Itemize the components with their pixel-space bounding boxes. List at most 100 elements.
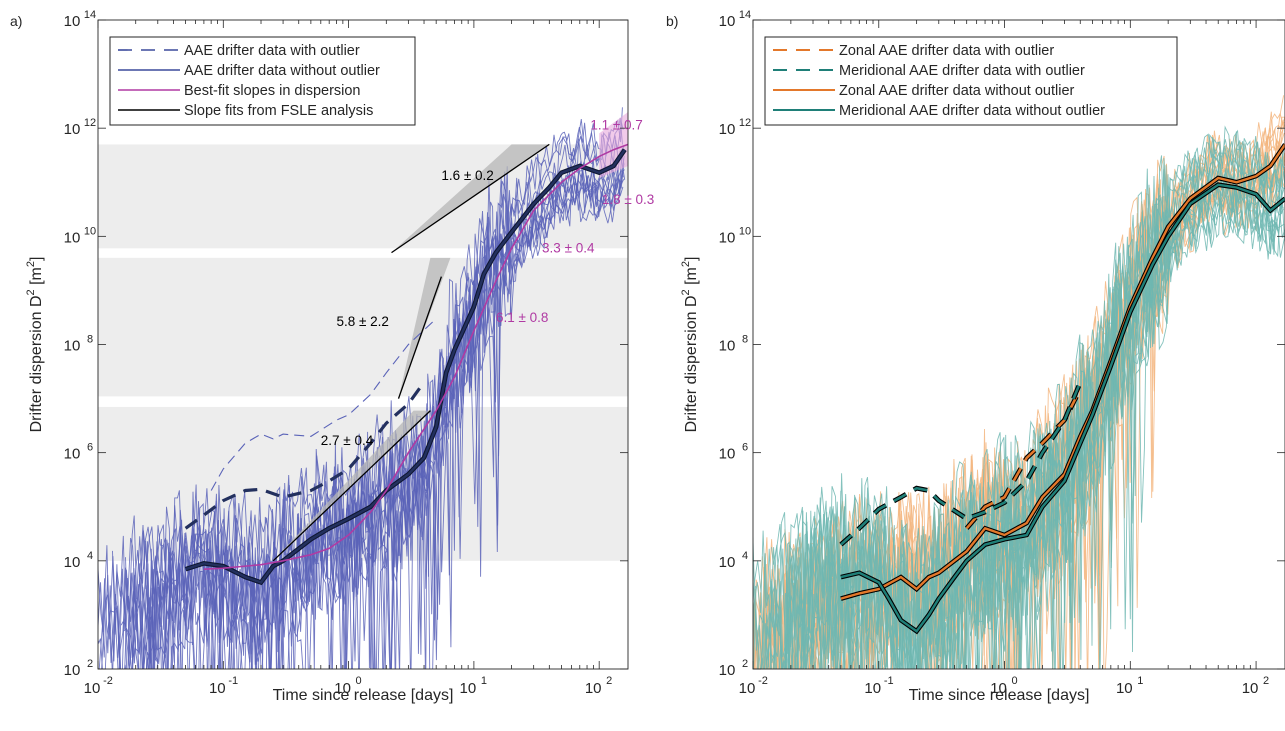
x-tick-label-exponent: 0 — [356, 675, 362, 687]
y-tick-label-exponent: 6 — [742, 442, 748, 454]
y-tick-label-exponent: 8 — [742, 334, 748, 346]
y-tick-label: 10 — [719, 662, 736, 679]
y-axis-label-main: Drifter dispersion D — [28, 295, 45, 432]
y-tick-label-exponent: 4 — [87, 550, 93, 562]
x-tick-label: 10 — [1242, 680, 1259, 697]
x-tick-label-exponent: 1 — [481, 675, 487, 687]
legend: Zonal AAE drifter data with outlier Merid… — [764, 36, 1178, 126]
slope-annotation: 5.8 ± 2.2 — [336, 314, 388, 329]
legend-label: Zonal AAE drifter data without outlier — [839, 83, 1075, 99]
series-line — [840, 183, 1285, 633]
slope-annotation: 6.1 ± 0.8 — [496, 310, 548, 325]
x-tick-label-exponent: 2 — [606, 675, 612, 687]
y-axis-label: Drifter dispersion D2 [m2] — [680, 257, 700, 433]
legend: AAE drifter data with outlier AAE drifter… — [109, 36, 416, 126]
y-tick-label-exponent: 2 — [87, 658, 93, 670]
legend-label: Best-fit slopes in dispersion — [184, 83, 361, 99]
y-tick-label-exponent: 8 — [87, 334, 93, 346]
y-axis-label: Drifter dispersion D2 [m2] — [25, 257, 45, 433]
ensemble-trace — [98, 180, 623, 669]
series-line — [840, 381, 1082, 546]
y-tick-label-exponent: 14 — [739, 9, 751, 21]
plot-area — [98, 107, 628, 669]
ensemble-trace — [117, 155, 625, 669]
plot-area — [753, 95, 1285, 669]
x-tick-label: 10 — [84, 680, 101, 697]
slope-annotation: 3.3 ± 0.4 — [542, 241, 595, 256]
x-tick-label-exponent: -1 — [884, 675, 894, 687]
slope-annotation: 1.8 ± 0.3 — [602, 192, 654, 207]
y-axis-label-unit-sup: 2 — [680, 261, 692, 267]
series-line — [184, 381, 426, 530]
y-tick-label: 10 — [719, 121, 736, 138]
y-axis-label-sup: 2 — [680, 289, 692, 295]
series-line — [203, 143, 628, 570]
y-axis-label-end: ] — [683, 257, 700, 261]
fsle-slope-line — [391, 143, 550, 254]
y-tick-label: 10 — [719, 13, 736, 30]
x-tick-label-exponent: 0 — [1011, 675, 1017, 687]
panel-label: b) — [666, 13, 678, 29]
x-tick-label: 10 — [209, 680, 226, 697]
slope-annotation: 2.7 ± 0.4 — [321, 433, 374, 448]
legend-label: Meridional AAE drifter data without outl… — [839, 103, 1105, 119]
legend-label: Slope fits from FSLE analysis — [184, 103, 373, 119]
y-tick-label-exponent: 12 — [84, 117, 96, 129]
y-tick-label: 10 — [719, 446, 736, 463]
series-line — [185, 149, 626, 584]
x-tick-label: 10 — [585, 680, 602, 697]
x-tick-label-exponent: -2 — [758, 675, 768, 687]
y-tick-label-exponent: 14 — [84, 9, 96, 21]
x-tick-label-exponent: 2 — [1263, 675, 1269, 687]
fsle-uncertainty-wedge — [398, 257, 451, 399]
y-tick-label-exponent: 4 — [742, 550, 748, 562]
y-tick-label: 10 — [719, 338, 736, 355]
x-tick-label: 10 — [739, 680, 756, 697]
y-tick-label: 10 — [64, 121, 81, 138]
ensemble-trace — [120, 168, 624, 669]
series-line — [210, 318, 437, 491]
y-axis-label-unit: [m — [28, 267, 45, 289]
y-tick-label: 10 — [719, 554, 736, 571]
y-tick-label-exponent: 2 — [742, 658, 748, 670]
y-tick-label: 10 — [64, 13, 81, 30]
x-tick-label: 10 — [990, 680, 1007, 697]
x-tick-label: 10 — [460, 680, 477, 697]
x-tick-label: 10 — [864, 680, 881, 697]
x-axis-label: Time since release [days] — [909, 687, 1090, 704]
y-tick-label: 10 — [64, 662, 81, 679]
y-axis-label-end: ] — [28, 257, 45, 261]
y-tick-label-exponent: 6 — [87, 442, 93, 454]
fsle-slope-line — [397, 276, 443, 399]
series-line — [840, 143, 1285, 600]
y-tick-label-exponent: 12 — [739, 117, 751, 129]
series-line — [965, 388, 1082, 530]
slope-annotation: 1.1 ± 0.7 — [590, 117, 642, 132]
y-tick-label-exponent: 10 — [739, 225, 751, 237]
legend-label: AAE drifter data with outlier — [184, 43, 360, 59]
y-tick-label: 10 — [64, 554, 81, 571]
y-axis-label-unit: [m — [683, 267, 700, 289]
ensemble-trace-meridional — [771, 150, 1285, 669]
ensemble-trace — [139, 177, 625, 669]
x-tick-label: 10 — [1116, 680, 1133, 697]
fsle-slope-line — [272, 410, 431, 562]
legend-label: AAE drifter data without outlier — [184, 63, 380, 79]
legend-label: Meridional AAE drifter data with outlier — [839, 63, 1085, 79]
y-tick-label: 10 — [719, 229, 736, 246]
y-axis-label-main: Drifter dispersion D — [683, 295, 700, 432]
shaded-band — [98, 257, 628, 397]
x-tick-label-exponent: 1 — [1137, 675, 1143, 687]
x-tick-label-exponent: -2 — [103, 675, 113, 687]
x-tick-label: 10 — [334, 680, 351, 697]
panel-label: a) — [10, 13, 22, 29]
slope-annotation: 1.6 ± 0.2 — [441, 168, 493, 183]
x-axis-label: Time since release [days] — [273, 687, 454, 704]
legend-box — [109, 36, 416, 126]
y-axis-label-unit-sup: 2 — [25, 261, 37, 267]
legend-label: Zonal AAE drifter data with outlier — [839, 43, 1054, 59]
y-tick-label: 10 — [64, 338, 81, 355]
